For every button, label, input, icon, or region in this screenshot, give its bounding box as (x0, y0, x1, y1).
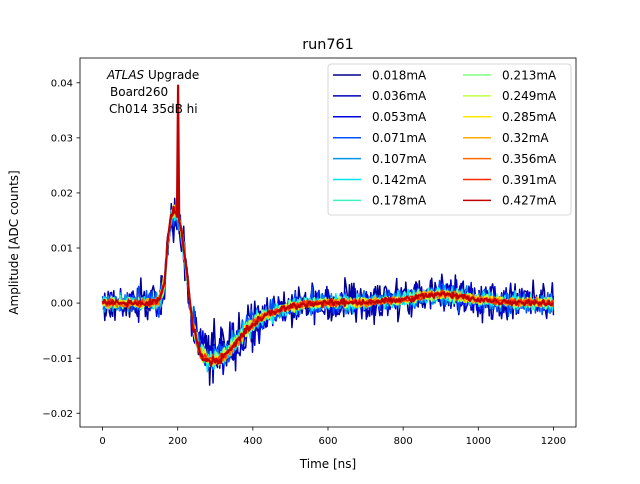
legend-label-0.356mA: 0.356mA (502, 152, 557, 166)
atlas-annotation: ATLAS Upgrade Board260 Ch014 35dB hi (106, 68, 199, 116)
legend-label-0.178mA: 0.178mA (372, 194, 427, 208)
x-tick-label: 600 (318, 436, 337, 447)
x-tick-label: 400 (243, 436, 262, 447)
legend-label-0.018mA: 0.018mA (372, 68, 427, 82)
y-tick-label: 0.00 (51, 299, 73, 310)
y-axis: −0.02 −0.01 0.00 0.01 0.02 0.03 0.04 (42, 78, 80, 420)
y-tick-label: 0.01 (51, 244, 73, 255)
legend-label-0.427mA: 0.427mA (502, 194, 557, 208)
y-tick-label: 0.03 (51, 133, 73, 144)
legend-label-0.071mA: 0.071mA (372, 131, 427, 145)
x-axis-label: Time [ns] (299, 457, 356, 471)
annotation-upgrade: Upgrade (144, 68, 199, 82)
annotation-line-2: Board260 (110, 85, 168, 99)
x-tick-label: 200 (168, 436, 187, 447)
legend-label-0.036mA: 0.036mA (372, 89, 427, 103)
series-layer (101, 84, 555, 386)
series-line-0.427mA (101, 84, 554, 367)
annotation-atlas: ATLAS (106, 68, 145, 82)
legend-label-0.285mA: 0.285mA (502, 110, 557, 124)
legend-label-0.249mA: 0.249mA (502, 89, 557, 103)
legend-label-0.391mA: 0.391mA (502, 173, 557, 187)
annotation-line-1: ATLAS Upgrade (106, 68, 199, 82)
x-tick-label: 1000 (466, 436, 491, 447)
legend-label-0.053mA: 0.053mA (372, 110, 427, 124)
x-tick-label: 800 (394, 436, 413, 447)
legend-box (327, 63, 572, 216)
y-tick-label: 0.02 (51, 189, 73, 200)
chart-title: run761 (302, 37, 354, 53)
legend: 0.018mA 0.036mA 0.053mA 0.071mA 0.107mA 0.142… (327, 63, 572, 216)
y-tick-label: −0.02 (42, 409, 73, 420)
x-tick-label: 1200 (541, 436, 566, 447)
x-axis: 0 200 400 600 800 1000 1200 (99, 427, 566, 447)
legend-label-0.142mA: 0.142mA (372, 173, 427, 187)
y-tick-label: 0.04 (51, 78, 73, 89)
legend-label-0.32mA: 0.32mA (502, 131, 549, 145)
legend-label-0.107mA: 0.107mA (372, 152, 427, 166)
legend-label-0.213mA: 0.213mA (502, 68, 557, 82)
x-tick-label: 0 (99, 436, 105, 447)
y-tick-label: −0.01 (42, 354, 73, 365)
annotation-line-3: Ch014 35dB hi (109, 102, 198, 116)
y-axis-label: Amplitude [ADC counts] (7, 170, 21, 314)
